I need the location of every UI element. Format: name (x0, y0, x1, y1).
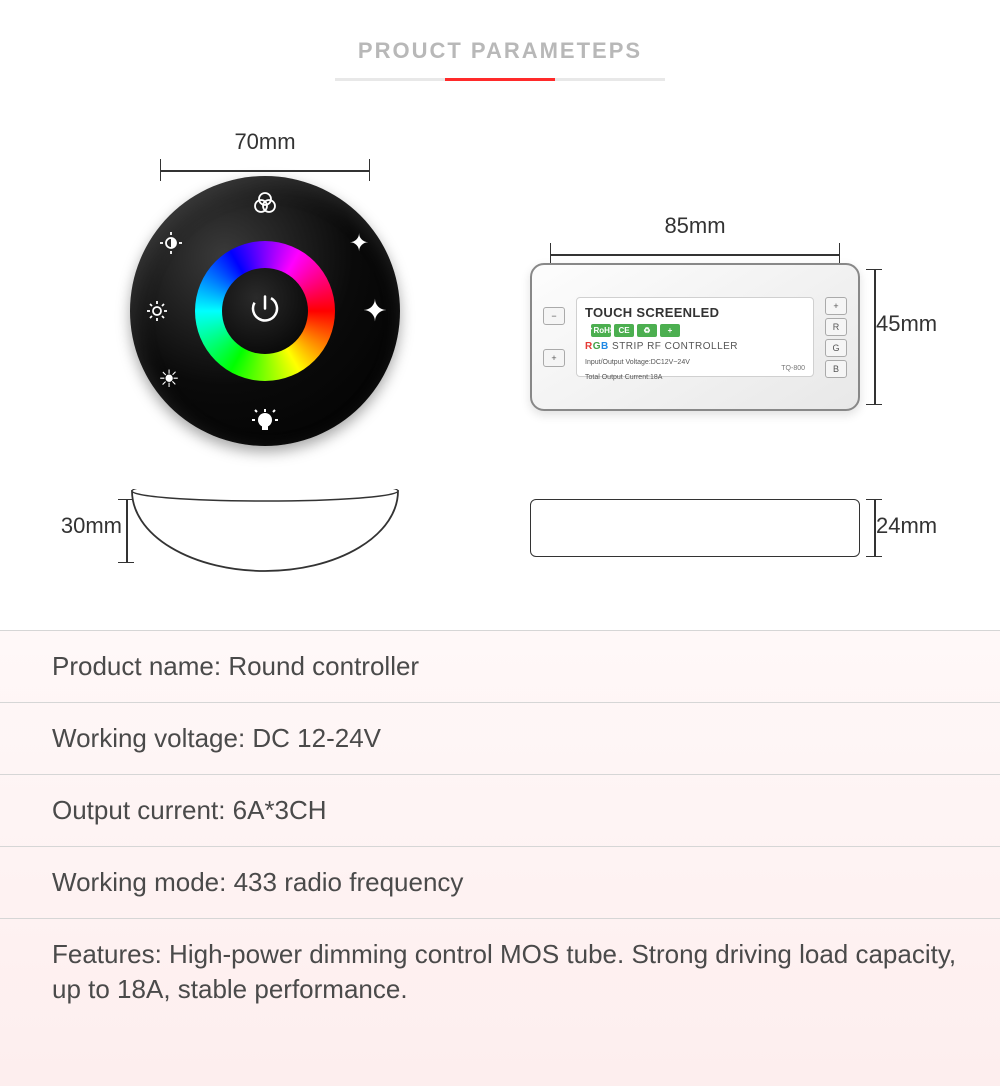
terminal-column-left: − + (538, 295, 570, 379)
sticker-title: TOUCH SCREENLED (585, 305, 719, 320)
model-number: TQ-800 (781, 365, 805, 372)
spec-row: Product name: Round controller (0, 630, 1000, 702)
cert-badges: ✓RoHS CE ♻ + (591, 324, 680, 337)
sticker-spec-line: Total Output Current:18A (585, 373, 805, 382)
diagram-area: 70mm ✦ ✦ (0, 81, 1000, 601)
sticker-subtitle: RGB STRIP RF CONTROLLER (585, 341, 805, 352)
dim-receiver-height: 45mm (876, 311, 937, 337)
header: PROUCT PARAMETEPS (0, 0, 1000, 81)
brightness-high-icon: ☀ (156, 366, 182, 392)
page-title: PROUCT PARAMETEPS (0, 38, 1000, 64)
badge-recycle: ♻ (637, 324, 657, 337)
dim-receiver-width: 85mm (550, 213, 840, 265)
dim-round-diameter: 70mm (160, 129, 370, 181)
round-controller-top: ✦ ✦ ☀ (130, 176, 400, 446)
spec-row: Features: High-power dimming control MOS… (0, 918, 1000, 1025)
sticker-spec-line: Input/Output Voltage:DC12V~24V (585, 358, 805, 367)
terminal-column-right: + R G B (820, 295, 852, 379)
half-brightness-icon (158, 230, 184, 256)
receiver-box-side (530, 499, 860, 557)
receiver-box-top: − + POWER TOUCH SCREENLED ✓RoHS CE ♻ + R… (530, 263, 860, 411)
dim-line (550, 243, 840, 265)
dim-receiver-depth: 24mm (876, 513, 937, 539)
dim-line (866, 269, 882, 405)
power-icon (248, 292, 282, 331)
bulb-icon (252, 408, 278, 434)
badge-rohs: ✓RoHS (591, 324, 611, 337)
brightness-low-icon (144, 298, 170, 324)
spec-row: Working mode: 433 radio frequency (0, 846, 1000, 918)
sparkle-large-icon: ✦ (362, 298, 388, 324)
receiver-sticker: TOUCH SCREENLED ✓RoHS CE ♻ + RGB STRIP R… (576, 297, 814, 377)
dim-round-height: 30mm (42, 513, 122, 539)
terminal: − (543, 307, 565, 325)
round-controller-side (130, 489, 400, 577)
terminal: + (543, 349, 565, 367)
terminal: G (825, 339, 847, 357)
spec-row: Working voltage: DC 12-24V (0, 702, 1000, 774)
badge-ce: CE (614, 324, 634, 337)
spec-list: Product name: Round controller Working v… (0, 630, 1000, 1086)
terminal: + (825, 297, 847, 315)
badge-plus: + (660, 324, 680, 337)
terminal: R (825, 318, 847, 336)
rgb-icon (252, 190, 278, 216)
sparkle-small-icon: ✦ (346, 230, 372, 256)
terminal: B (825, 360, 847, 378)
spec-row: Output current: 6A*3CH (0, 774, 1000, 846)
